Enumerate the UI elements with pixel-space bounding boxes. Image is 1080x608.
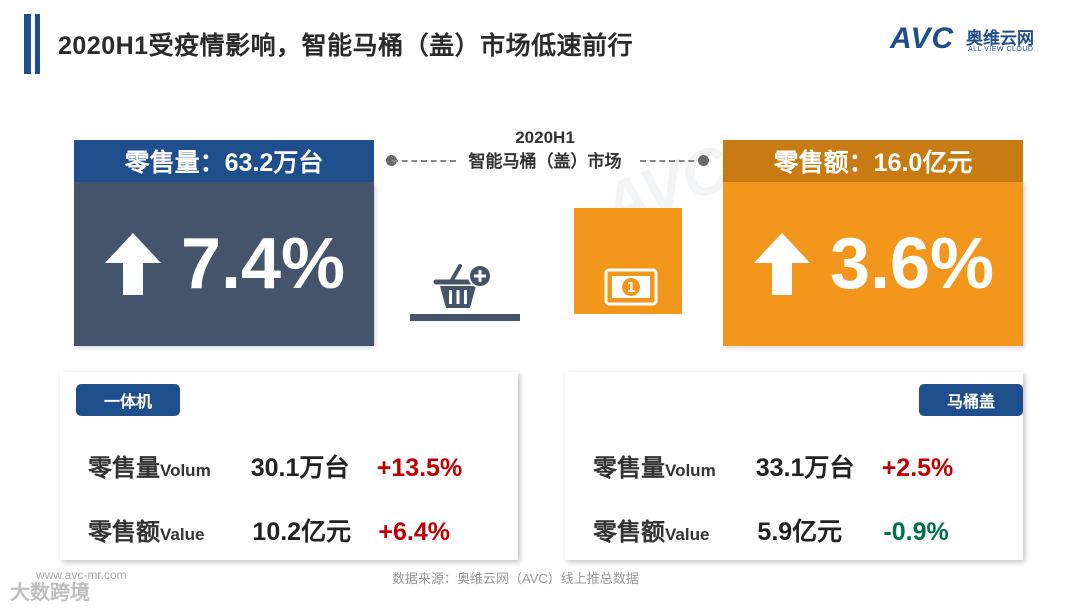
row-amount: 33.1万台 [755, 454, 855, 482]
row-amount: 10.2亿元 [252, 518, 352, 546]
row-label: 零售量 [593, 455, 665, 482]
panel-tag: 马桶盖 [919, 384, 1023, 416]
value-card-body: 3.6% [723, 182, 1023, 346]
title-accent-bar [24, 14, 31, 74]
panel-tag: 一体机 [76, 384, 180, 416]
volume-row: 零售量 Volum 30.1万台 +13.5% [88, 448, 462, 484]
volume-card-body: 7.4% [74, 182, 374, 346]
volume-growth-pct: 7.4% [180, 224, 346, 304]
connector-dot-right [698, 155, 709, 166]
row-label-en: Value [665, 525, 710, 544]
connector-dash-left [392, 160, 456, 162]
arrow-up-icon [104, 233, 161, 295]
row-label-en: Volum [160, 461, 211, 480]
row-label: 零售额 [88, 519, 160, 546]
basket-plus-icon [433, 264, 492, 308]
row-change: +2.5% [881, 454, 954, 482]
row-label: 零售额 [593, 519, 665, 546]
market-label-name: 智能马桶（盖）市场 [468, 152, 622, 171]
market-label: 2020H1 智能马桶（盖）市场 [440, 126, 650, 174]
volume-row: 零售量 Volum 33.1万台 +2.5% [593, 448, 953, 484]
logo-cn-text: 奥维云网 [966, 29, 1034, 48]
row-label: 零售量 [88, 455, 160, 482]
row-label-en: Value [160, 525, 205, 544]
row-change: +6.4% [378, 518, 451, 546]
data-source-note: 数据来源：奥维云网（AVC）线上推总数据 [392, 571, 639, 586]
connector-dash-right [640, 160, 704, 162]
connector-dot-left [386, 155, 397, 166]
market-label-period: 2020H1 [515, 128, 575, 147]
row-label-en: Volum [665, 461, 716, 480]
logo-en-text: ALL VIEW CLOUD [968, 46, 1034, 53]
row-amount: 5.9亿元 [757, 518, 843, 546]
svg-text:1: 1 [626, 281, 635, 296]
value-row: 零售额 Value 5.9亿元 -0.9% [593, 512, 949, 548]
page-title: 2020H1受疫情影响，智能马桶（盖）市场低速前行 [58, 32, 634, 60]
money-bill-icon: 1 [604, 268, 658, 306]
avc-logo: AVC 奥维云网 ALL VIEW CLOUD [890, 22, 1060, 58]
panel-toilet-seat: 马桶盖 零售量 Volum 33.1万台 +2.5% 零售额 Value 5.9… [565, 372, 1023, 560]
value-row: 零售额 Value 10.2亿元 +6.4% [88, 512, 450, 548]
basket-bar [410, 314, 520, 321]
row-change: -0.9% [883, 518, 949, 546]
value-growth-pct: 3.6% [829, 224, 995, 304]
row-change: +13.5% [376, 454, 463, 482]
title-accent-bar-thin [35, 14, 40, 74]
logo-avc-text: AVC [890, 22, 955, 55]
panel-integrated-toilet: 一体机 零售量 Volum 30.1万台 +13.5% 零售额 Value 10… [60, 372, 518, 560]
footer-watermark: 大数跨境 [10, 582, 90, 604]
value-card-header: 零售额：16.0亿元 [723, 140, 1023, 182]
volume-card-header: 零售量：63.2万台 [74, 140, 374, 182]
arrow-up-icon [753, 233, 810, 295]
row-amount: 30.1万台 [250, 454, 350, 482]
footer-url: www.avc-mr.com [36, 568, 127, 582]
